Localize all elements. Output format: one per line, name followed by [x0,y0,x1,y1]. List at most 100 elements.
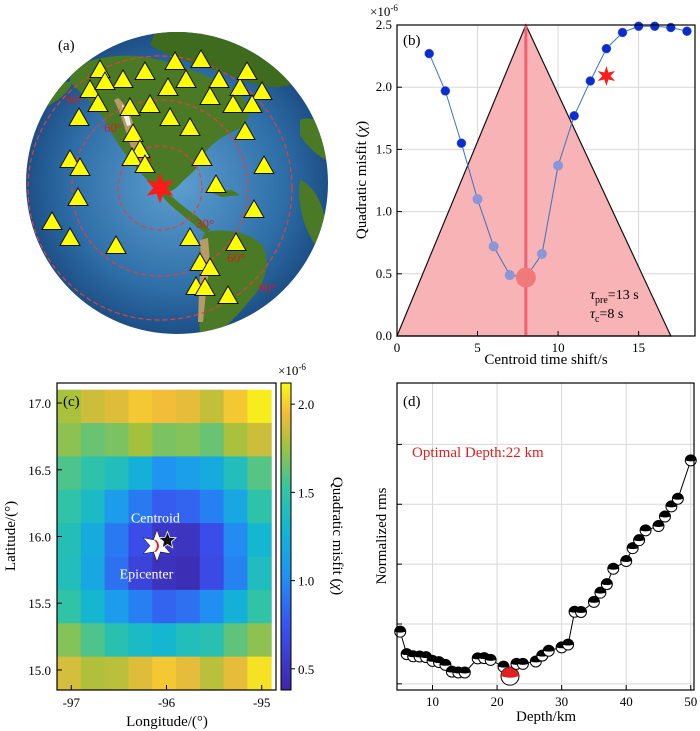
beachball-icon [575,606,588,619]
heatmap-cell [152,489,177,524]
panel-b: 0 5 10 15 0.0 0.5 1.0 1.5 2.0 2.5 ×10-6 (b) Centr… [354,3,696,368]
station-triangle-icon [222,93,244,113]
heatmap-cell [152,623,177,658]
tau-c-annotation: τc=8 s [590,307,623,325]
star-icon [597,66,616,86]
tau-pre-annotation: τpre=13 s [590,288,639,306]
heatmap-cell [104,589,129,624]
beachball-fill [498,661,510,668]
heatmap-cell [57,389,82,424]
station-triangle-icon [205,173,227,193]
x-tick-label: -97 [63,695,81,710]
heatmap-cell [176,489,201,524]
heatmap-cell [247,489,272,524]
station-triangle-icon [157,76,179,96]
heatmap-cell [152,589,177,624]
panel-label-d: (d) [403,394,421,410]
heatmap-cell [104,623,129,658]
ring-label: 90° [66,92,84,107]
beachball-fill [543,645,555,652]
heatmap-cell [176,589,201,624]
beachball-fill [439,659,451,666]
beachball-fill [575,606,587,613]
beachball-fill [485,654,497,661]
station-triangles [41,48,275,304]
rms-points [394,454,697,686]
station-triangle-icon [208,68,230,88]
colorbar [280,382,292,691]
misfit-point [585,76,596,86]
x-tick-label: 10 [552,340,565,355]
panel-b-multiplier: ×10-6 [370,3,398,19]
heatmap-cell [57,523,82,558]
y-tick-label: 1.0 [376,204,392,219]
heatmap-cell [80,523,106,558]
heatmap-cell [247,456,272,491]
station-triangle-icon [217,284,239,304]
station-triangle-icon [236,60,258,80]
colorbar-multiplier: ×10-6 [278,362,306,378]
x-tick-label: 50 [684,694,697,709]
panel-c: -97 -96 -95 15.0 15.5 16.0 16.5 17.0 Centroid E… [3,362,345,730]
heatmap-cell [128,556,153,591]
misfit-points [424,21,692,288]
beachball-icon [639,524,652,537]
heatmap-cell [152,389,177,424]
misfit-point [649,21,660,31]
beachball-fill [659,511,671,518]
panel-label-a: (a) [58,38,75,54]
station-triangle-icon [243,198,265,218]
x-tick-label: 5 [474,340,481,355]
heatmap-cell [176,389,201,424]
heatmap-cell [128,389,153,424]
panel-b-ticks: 0 5 10 15 0.0 0.5 1.0 1.5 2.0 2.5 [376,17,645,355]
heatmap-cell [152,656,177,691]
station-triangle-icon [159,106,181,126]
heatmap-cell [199,589,225,624]
beachball-fill [500,667,519,678]
heatmap-cell [80,556,106,591]
beachball-icon [671,492,684,505]
beachball-icon [587,595,600,608]
beachball-fill [517,658,529,665]
heatmap-cell [247,389,272,424]
ring-label: 30° [196,216,214,231]
heatmap-cell [128,589,153,624]
heatmap-cells [57,389,272,691]
heatmap-cell [57,489,82,524]
heatmap-cell [176,556,201,591]
station-triangle-icon [105,234,127,254]
heatmap-cell [104,489,129,524]
station-triangle-icon [68,106,90,126]
misfit-point [569,111,579,121]
heatmap-cell [57,589,82,624]
y-tick-label: 0.0 [376,328,392,343]
station-triangle-icon [67,186,89,206]
panel-d-grid [397,383,694,690]
beachball-icon [153,539,159,552]
heatmap-cell [152,456,177,491]
beachball-fill [672,493,684,500]
heatmap-cell [223,489,248,524]
centroid-label: Centroid [131,512,180,527]
colorbar-tick-label: 1.5 [298,485,314,500]
y-tick-label: 15.5 [28,596,51,611]
x-axis-label-c: Longitude/(°) [126,714,208,730]
misfit-point [504,270,515,281]
heatmap-cell [247,423,272,457]
heatmap-cell [176,656,201,691]
optimal-beachball-icon [500,666,520,686]
y-axis-label-c: Latitude/(°) [3,501,19,571]
station-triangle-icon [199,85,221,105]
station-triangle-icon [194,276,216,296]
panel-label-c: (c) [63,394,80,410]
station-triangle-icon [234,120,256,140]
station-triangle-icon [59,148,81,168]
heatmap-cell [199,656,225,691]
x-axis-label-b: Centroid time shift/s [484,352,607,368]
epicenter-star-icon [146,172,174,204]
heatmap-cell [176,523,201,558]
heatmap-cell [223,623,248,658]
station-triangle-icon [59,226,81,246]
heatmap-cell [199,423,225,457]
